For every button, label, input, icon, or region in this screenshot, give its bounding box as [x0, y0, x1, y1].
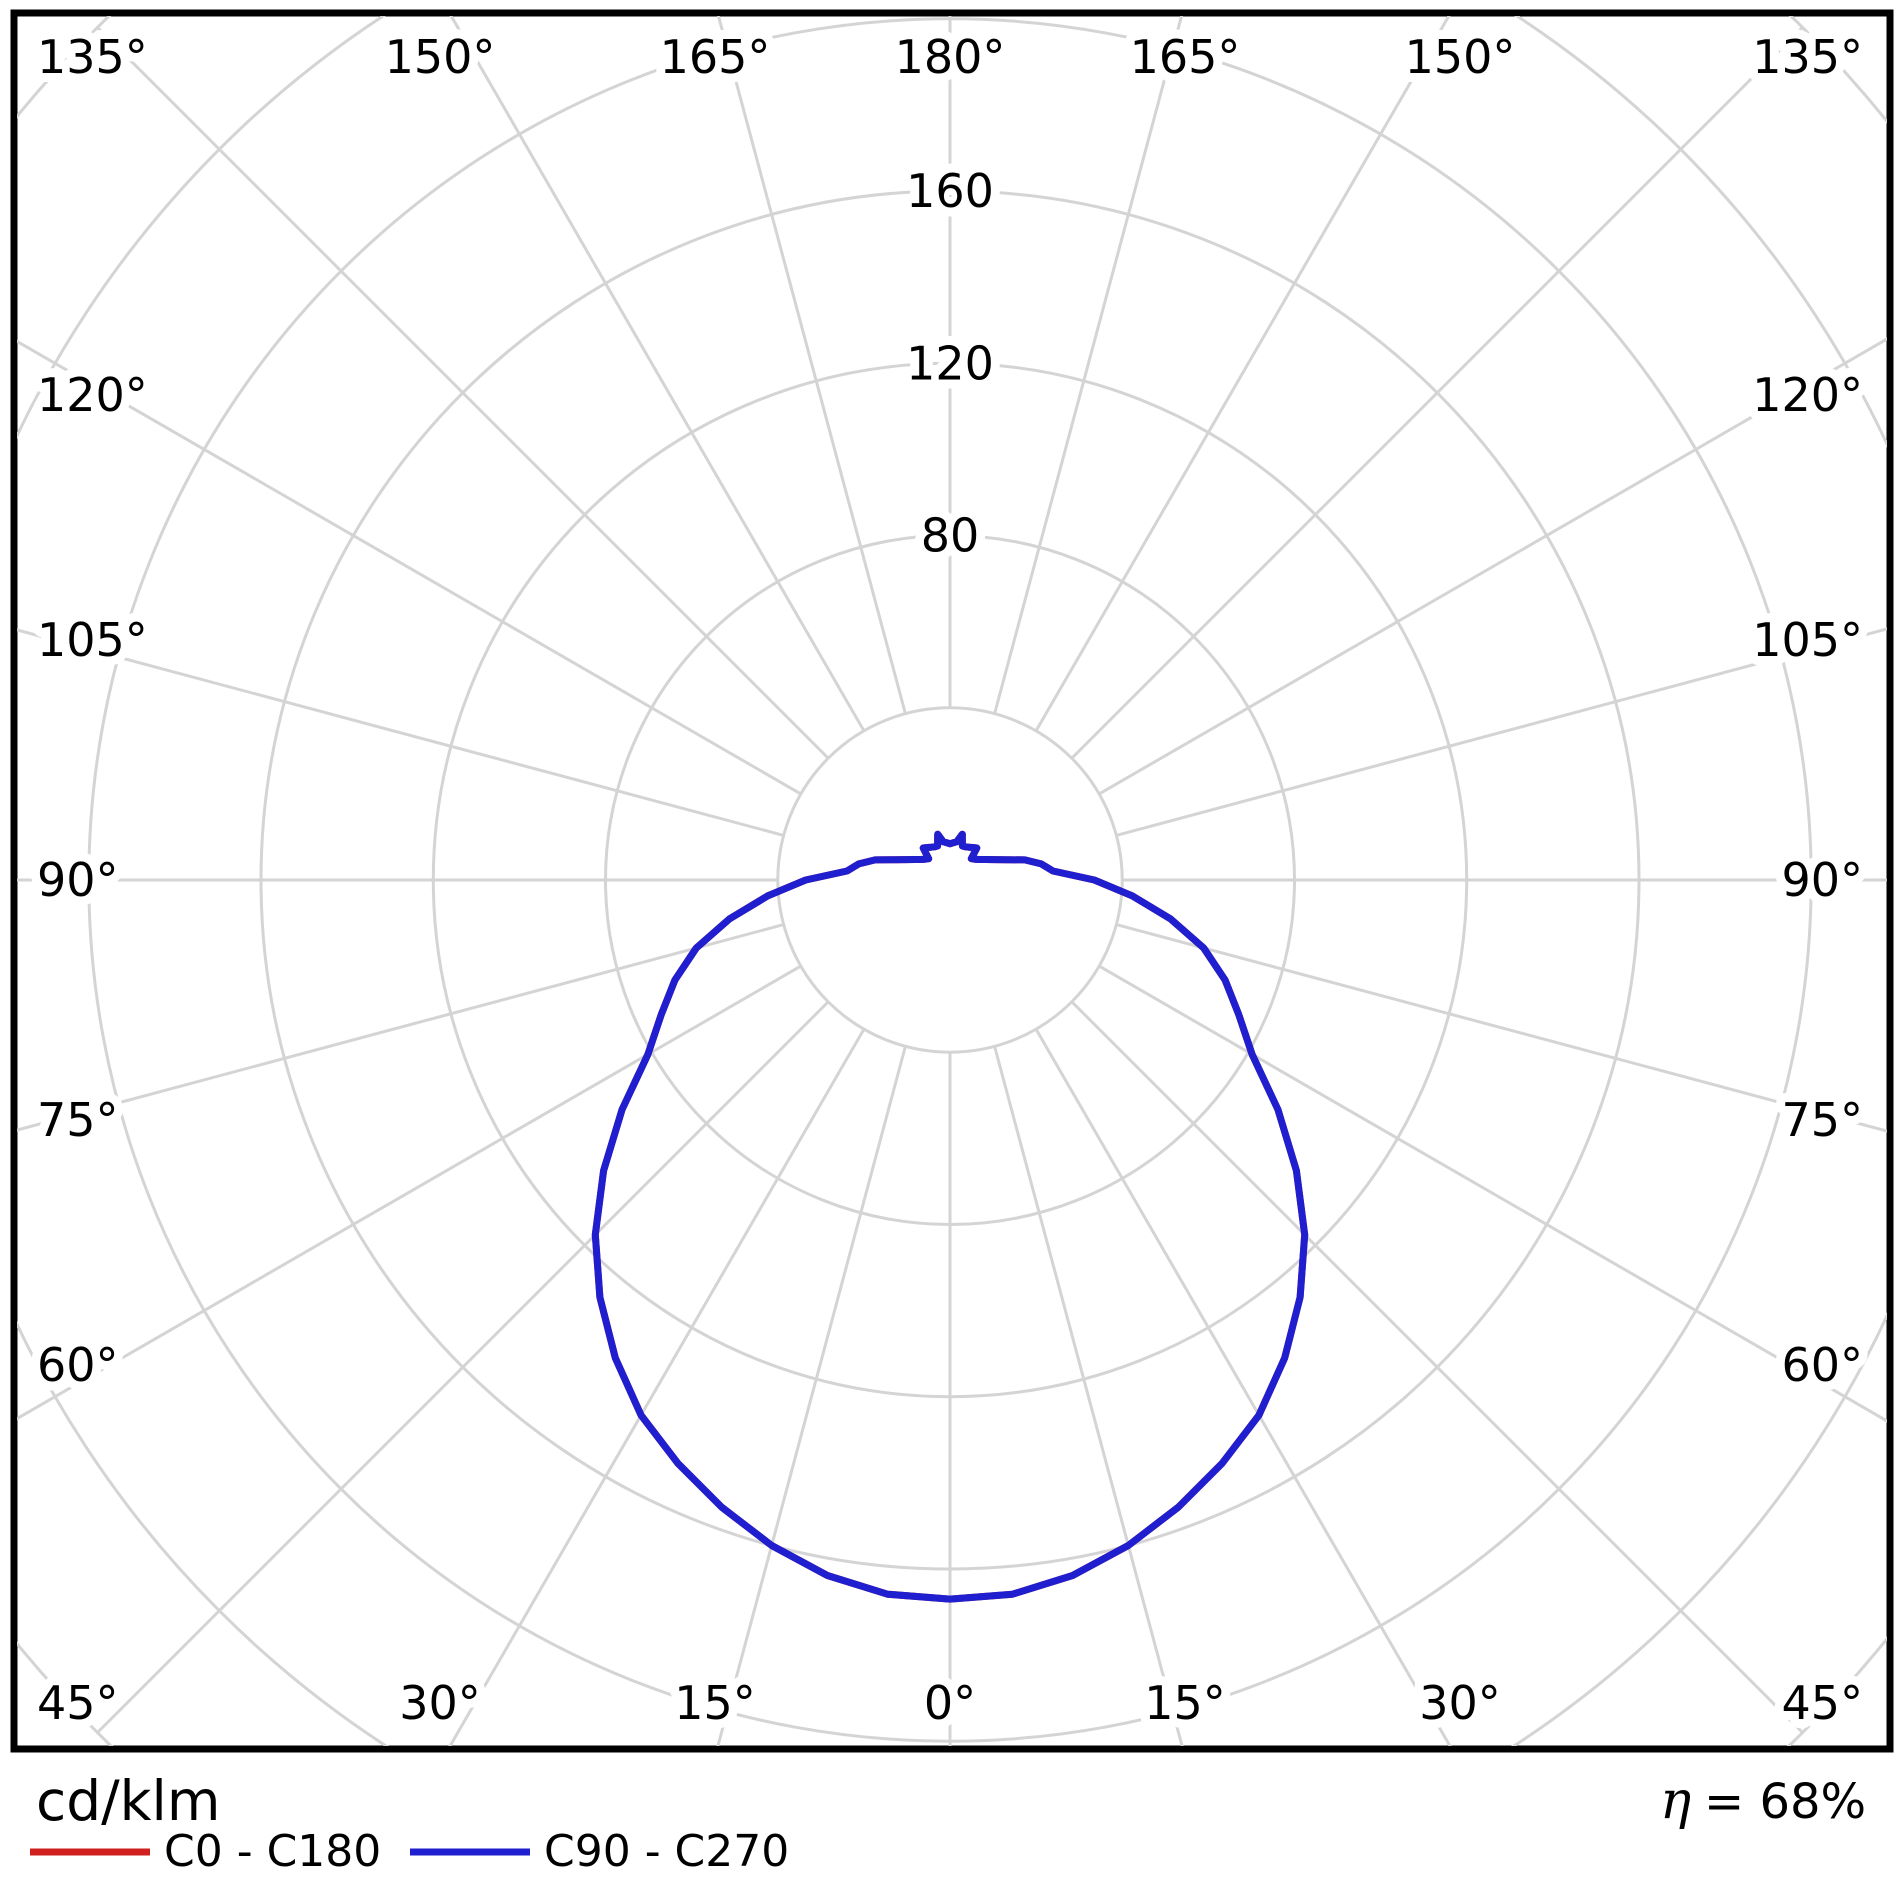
grid-spoke-135	[1070, 26, 1804, 760]
radial-tick-label-80: 80	[921, 509, 980, 563]
angle-label-top-5: 150°	[1405, 30, 1516, 84]
grid-spoke-120	[1098, 337, 1887, 796]
angle-label-right-2: 90°	[1781, 853, 1863, 907]
angle-label-bottom-5: 30°	[1419, 1676, 1501, 1730]
angle-label-bottom-0: 45°	[37, 1676, 119, 1730]
angle-label-bottom-2: 15°	[674, 1676, 756, 1730]
angle-label-left-0: 120°	[37, 368, 148, 422]
efficiency-value: = 68%	[1704, 1774, 1866, 1830]
efficiency-symbol: η	[1660, 1771, 1691, 1831]
angle-label-top-1: 150°	[385, 30, 496, 84]
angle-label-top-4: 165°	[1130, 30, 1241, 84]
radial-tick-label-160: 160	[906, 164, 994, 218]
legend-label-c0-c180: C0 - C180	[164, 1826, 381, 1877]
unit-label: cd/klm	[36, 1769, 220, 1833]
angle-label-top-3: 180°	[895, 30, 1006, 84]
axis-labels: 135° 150° 165° 180° 165° 150° 135° 45° 30° 15° 0° 1…	[28, 21, 1872, 1739]
angle-label-right-3: 75°	[1781, 1093, 1863, 1147]
legend-label-c90-c270: C90 - C270	[544, 1826, 789, 1877]
grid-ring-40	[776, 706, 1124, 1054]
angle-label-right-1: 105°	[1752, 613, 1863, 667]
grid-spoke-105	[1116, 627, 1887, 837]
angle-label-left-3: 75°	[37, 1093, 119, 1147]
angle-label-bottom-3: 0°	[924, 1676, 976, 1730]
grid-spoke-30	[1034, 1028, 1452, 1746]
legend: C0 - C180 C90 - C270	[30, 1826, 789, 1877]
grid-spoke-60	[1098, 964, 1887, 1423]
plot-frame	[10, 9, 1894, 1753]
grid-spoke-195	[716, 16, 907, 714]
grid-spoke-225	[96, 26, 830, 760]
angle-label-left-2: 90°	[37, 853, 119, 907]
angle-label-left-4: 60°	[37, 1338, 119, 1392]
angle-label-bottom-6: 45°	[1781, 1676, 1863, 1730]
angle-label-top-2: 165°	[660, 30, 771, 84]
grid-spoke-240	[17, 339, 802, 796]
intensity-curves	[591, 830, 1309, 1603]
grid-spoke-255	[17, 628, 784, 837]
curve-c90-c270	[591, 830, 1309, 1603]
grid-spoke-330	[448, 1028, 866, 1746]
grid-spoke-315	[96, 1000, 830, 1734]
grid-spoke-285	[17, 923, 784, 1132]
angle-label-right-0: 120°	[1752, 368, 1863, 422]
angle-label-right-4: 60°	[1781, 1338, 1863, 1392]
grid-spoke-75	[1116, 923, 1887, 1133]
angle-label-bottom-4: 15°	[1144, 1676, 1226, 1730]
angle-label-bottom-1: 30°	[399, 1676, 481, 1730]
radial-tick-label-120: 120	[906, 336, 994, 390]
grid-spoke-45	[1070, 1000, 1804, 1734]
grid-spoke-150	[1034, 16, 1451, 732]
grid-spoke-165	[993, 16, 1184, 714]
grid-spoke-210	[449, 16, 866, 732]
angle-label-top-6: 135°	[1752, 30, 1863, 84]
angle-label-top-0: 135°	[37, 30, 148, 84]
angle-label-left-1: 105°	[37, 613, 148, 667]
grid-spoke-300	[17, 964, 802, 1421]
